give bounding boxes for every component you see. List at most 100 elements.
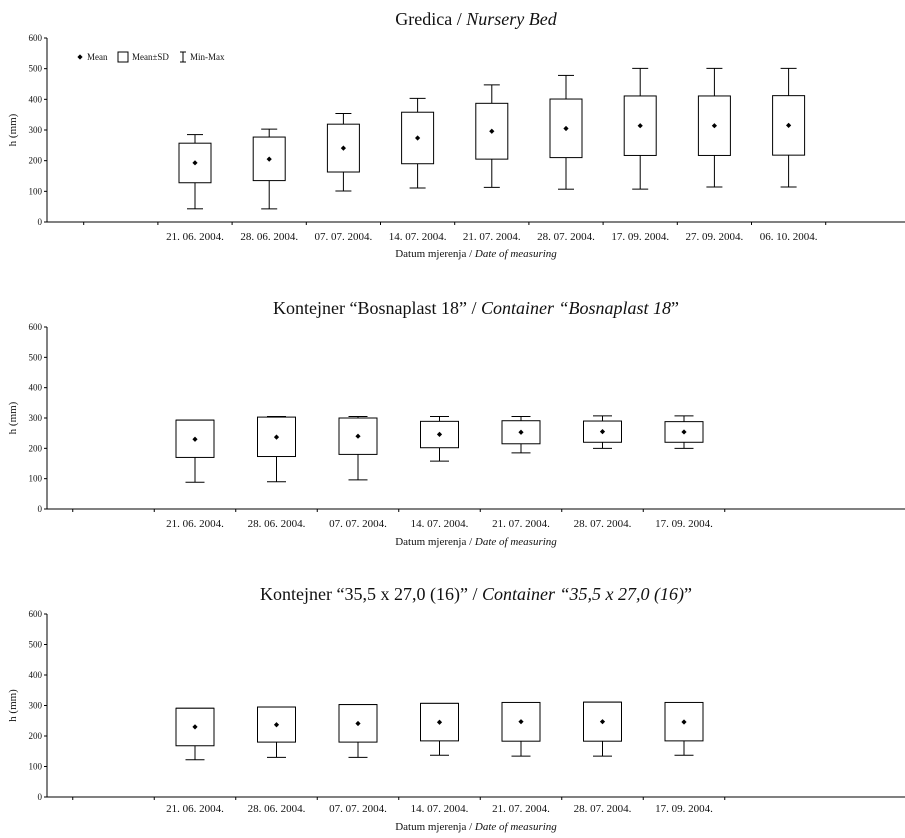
mean-marker bbox=[436, 431, 443, 437]
box-4 bbox=[420, 702, 459, 756]
box-5 bbox=[501, 701, 541, 757]
y-tick-label: 600 bbox=[29, 322, 43, 332]
x-tick-label: 14. 07. 2004. bbox=[411, 803, 469, 815]
mean-marker bbox=[415, 135, 421, 141]
box-9 bbox=[772, 67, 806, 188]
legend-sd-box bbox=[117, 51, 129, 63]
chart-panel-1: Gredica / Nursery Bed 0 100 200 300 400 500 600… bbox=[7, 9, 905, 260]
mean-marker bbox=[599, 429, 606, 435]
y-tick-label: 500 bbox=[29, 640, 43, 650]
mean-marker bbox=[599, 719, 606, 725]
x-axis-label-plain: Datum mjerenja / bbox=[395, 821, 475, 833]
y-tick-label: 200 bbox=[29, 443, 43, 453]
y-tick-label: 100 bbox=[29, 186, 43, 196]
x-axis-label-italic: Date of measuring bbox=[474, 821, 557, 833]
y-tick-label: 400 bbox=[29, 670, 43, 680]
x-tick-label: 21. 07. 2004. bbox=[492, 803, 550, 815]
box-1 bbox=[178, 134, 212, 210]
x-tick-label: 28. 06. 2004. bbox=[248, 518, 306, 530]
box-7 bbox=[664, 701, 704, 756]
y-tick-label: 500 bbox=[29, 64, 43, 74]
sd-box bbox=[175, 707, 215, 747]
y-tick-label: 300 bbox=[29, 701, 43, 711]
legend-label-minmax: Min-Max bbox=[190, 52, 225, 62]
mean-marker bbox=[681, 719, 687, 725]
y-tick-label: 300 bbox=[29, 413, 43, 423]
box-3 bbox=[338, 704, 378, 758]
x-tick-label: 17. 09. 2004. bbox=[655, 518, 713, 530]
legend-label-mean: Mean bbox=[87, 52, 108, 62]
y-tick-label: 500 bbox=[29, 352, 43, 362]
mean-marker bbox=[192, 160, 198, 166]
box-2 bbox=[252, 128, 286, 210]
legend-mean-marker bbox=[77, 54, 83, 60]
y-tick-label: 600 bbox=[29, 33, 43, 43]
x-axis-label-plain: Datum mjerenja / bbox=[395, 536, 475, 548]
x-tick-label: 28. 06. 2004. bbox=[248, 803, 306, 815]
x-axis-label: Datum mjerenja / Date of measuring bbox=[395, 248, 557, 260]
x-tick-label: 17. 09. 2004. bbox=[611, 231, 669, 243]
y-tick-label: 100 bbox=[29, 474, 43, 484]
y-tick-label: 100 bbox=[29, 762, 43, 772]
box-2 bbox=[257, 415, 296, 483]
box-5 bbox=[475, 84, 509, 188]
box-3 bbox=[338, 415, 378, 481]
y-axis-label: h (mm) bbox=[7, 113, 19, 146]
y-tick-label: 600 bbox=[29, 609, 43, 619]
mean-marker bbox=[355, 433, 361, 439]
chart-title-italic: Container “35,5 x 27,0 (16) bbox=[482, 584, 684, 605]
chart-panel-3: Kontejner “35,5 x 27,0 (16)” / Container… bbox=[7, 584, 905, 833]
x-tick-label: 07. 07. 2004. bbox=[329, 518, 387, 530]
box-1 bbox=[175, 419, 215, 483]
y-axis-label: h (mm) bbox=[7, 689, 19, 722]
chart-title-italic: Container “Bosnaplast 18 bbox=[481, 298, 671, 318]
box-6 bbox=[549, 74, 583, 190]
mean-marker bbox=[192, 436, 198, 442]
x-tick-label: 21. 07. 2004. bbox=[492, 518, 550, 530]
box-3 bbox=[326, 112, 360, 192]
chart-title: Kontejner “Bosnaplast 18” / Container “B… bbox=[273, 298, 679, 318]
x-axis-label-italic: Date of measuring bbox=[474, 536, 557, 548]
mean-marker bbox=[637, 123, 643, 129]
x-tick-label: 27. 09. 2004. bbox=[686, 231, 744, 243]
mean-marker bbox=[518, 719, 524, 725]
box-7 bbox=[623, 67, 657, 190]
x-tick-label: 21. 07. 2004. bbox=[463, 231, 521, 243]
mean-marker bbox=[266, 156, 272, 162]
chart-title-end: ” bbox=[671, 298, 679, 318]
y-tick-label: 400 bbox=[29, 94, 43, 104]
mean-marker bbox=[681, 429, 687, 435]
sd-box bbox=[623, 95, 657, 156]
mean-marker bbox=[355, 720, 361, 727]
x-tick-label: 06. 10. 2004. bbox=[760, 231, 818, 243]
y-tick-label: 0 bbox=[38, 217, 43, 227]
box-7 bbox=[664, 415, 704, 449]
x-tick-label: 14. 07. 2004. bbox=[411, 518, 469, 530]
chart-panel-2: Kontejner “Bosnaplast 18” / Container “B… bbox=[7, 298, 905, 548]
x-tick-label: 28. 07. 2004. bbox=[537, 231, 595, 243]
chart-title: Kontejner “35,5 x 27,0 (16)” / Container… bbox=[260, 584, 692, 605]
mean-marker bbox=[563, 125, 569, 132]
mean-marker bbox=[273, 722, 280, 728]
box-6 bbox=[583, 701, 622, 757]
mean-marker bbox=[436, 719, 443, 725]
mean-marker bbox=[192, 724, 198, 730]
chart-title: Gredica / Nursery Bed bbox=[395, 9, 557, 29]
y-tick-label: 0 bbox=[38, 792, 43, 802]
y-tick-label: 0 bbox=[38, 504, 43, 514]
y-tick-label: 200 bbox=[29, 156, 43, 166]
mean-marker bbox=[273, 434, 280, 440]
mean-marker bbox=[340, 145, 346, 151]
mean-marker bbox=[489, 128, 495, 134]
x-tick-label: 28. 07. 2004. bbox=[574, 518, 632, 530]
legend-label-sd: Mean±SD bbox=[132, 52, 169, 62]
x-tick-label: 14. 07. 2004. bbox=[389, 231, 447, 243]
chart-title-plain: Kontejner “35,5 x 27,0 (16)” / bbox=[260, 584, 482, 605]
box-2 bbox=[257, 706, 296, 758]
x-tick-label: 28. 07. 2004. bbox=[574, 803, 632, 815]
x-axis-label: Datum mjerenja / Date of measuring bbox=[395, 821, 557, 833]
mean-marker bbox=[786, 122, 792, 128]
y-axis-label: h (mm) bbox=[7, 401, 19, 434]
x-tick-label: 07. 07. 2004. bbox=[329, 803, 387, 815]
